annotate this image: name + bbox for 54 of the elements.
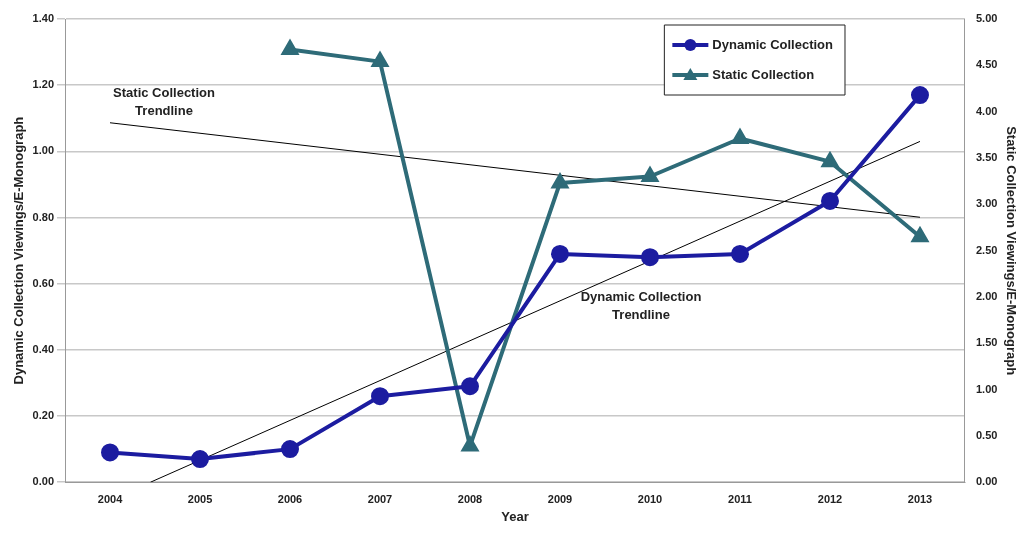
- y-tick-label: 0.40: [32, 342, 55, 355]
- annotation: Static Collection Trendline: [113, 84, 215, 118]
- point: [101, 443, 120, 462]
- y2-tick-label: 0.00: [975, 475, 998, 488]
- point: [191, 450, 210, 469]
- x-tick-label: 2011: [728, 492, 752, 505]
- point: [910, 86, 929, 105]
- annotation: Dynamic Collection Trendline: [580, 288, 702, 322]
- y-tick-label: 1.20: [32, 78, 55, 91]
- y2-tick-label: 2.00: [975, 289, 998, 302]
- x-tick-label: 2004: [97, 492, 124, 505]
- y2-tick-label: 1.50: [975, 336, 998, 349]
- y-axis-title: Dynamic Collection Viewings/E-Monograph: [11, 116, 27, 385]
- point: [911, 227, 929, 243]
- y2-tick-label: 1.00: [975, 382, 998, 395]
- legend-label: Static Collection: [712, 66, 815, 82]
- y-tick-label: 0.20: [32, 409, 55, 422]
- y-tick-label: 0.60: [32, 276, 55, 289]
- legend-label: Dynamic Collection: [712, 36, 834, 52]
- point: [551, 173, 569, 189]
- y2-tick-label: 4.50: [975, 58, 998, 71]
- point: [461, 377, 479, 396]
- point: [641, 167, 659, 182]
- y2-tick-label: 4.00: [975, 104, 998, 117]
- x-tick-label: 2008: [457, 492, 483, 505]
- point: [731, 244, 749, 263]
- point: [820, 191, 839, 210]
- y2-tick-label: 2.50: [975, 243, 998, 256]
- y-tick-label: 1.00: [32, 144, 55, 157]
- y2-tick-label: 3.00: [975, 197, 998, 210]
- point: [280, 38, 300, 56]
- y2-tick-label: 0.50: [975, 428, 998, 441]
- x-tick-label: 2012: [817, 492, 843, 505]
- x-tick-label: 2013: [907, 492, 933, 505]
- x-tick-label: 2005: [187, 492, 213, 505]
- y-tick-label: 0.80: [32, 210, 55, 223]
- x-tick-label: 2006: [277, 492, 303, 505]
- y-tick-label: 0.00: [32, 475, 55, 488]
- point: [371, 387, 389, 406]
- point: [281, 440, 300, 459]
- point: [821, 152, 839, 168]
- y2-tick-label: 5.00: [975, 12, 998, 25]
- point: [641, 248, 659, 267]
- point: [370, 50, 390, 68]
- point: [731, 127, 750, 145]
- point: [551, 244, 569, 263]
- y-tick-label: 1.40: [32, 12, 55, 25]
- x-axis-title: Year: [501, 508, 529, 524]
- y2-axis-title: Static Collection Viewings/E-Monograph: [1003, 126, 1019, 376]
- x-tick-label: 2007: [367, 492, 393, 505]
- x-tick-label: 2009: [547, 492, 573, 505]
- point: [461, 437, 479, 452]
- y2-tick-label: 3.50: [975, 150, 998, 163]
- x-tick-label: 2010: [637, 492, 663, 505]
